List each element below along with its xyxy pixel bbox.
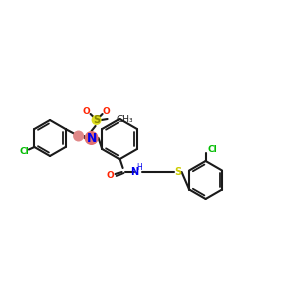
Circle shape xyxy=(92,115,102,125)
Text: O: O xyxy=(107,170,115,179)
Circle shape xyxy=(85,131,99,145)
Text: Cl: Cl xyxy=(208,146,217,154)
Text: N: N xyxy=(130,167,139,177)
Text: O: O xyxy=(103,106,110,116)
Text: S: S xyxy=(174,167,181,177)
Text: O: O xyxy=(83,106,91,116)
Text: Cl: Cl xyxy=(19,147,29,156)
Circle shape xyxy=(73,130,84,142)
Text: CH₃: CH₃ xyxy=(117,115,133,124)
Text: N: N xyxy=(86,131,97,145)
Text: S: S xyxy=(93,115,100,125)
Text: H: H xyxy=(137,164,142,172)
